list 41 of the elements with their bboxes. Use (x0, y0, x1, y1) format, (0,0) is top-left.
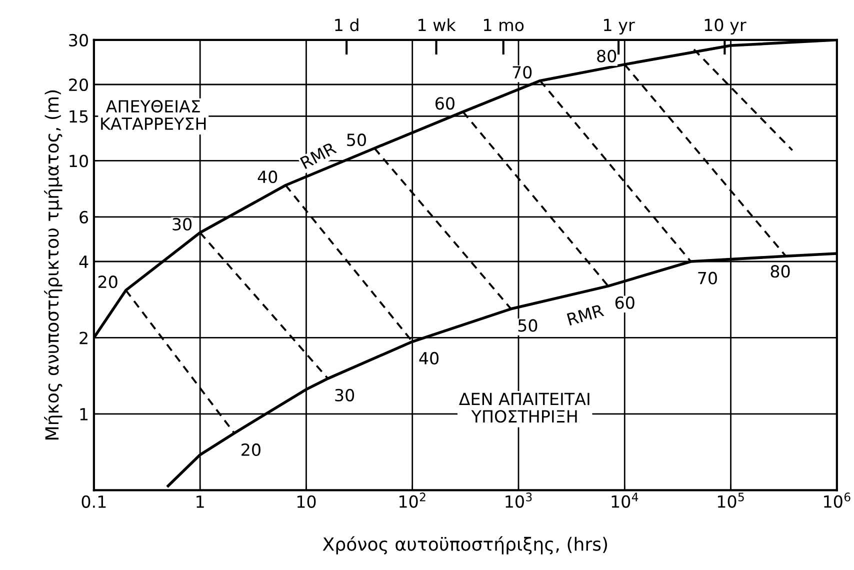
ref-line-label: 1 yr (604, 18, 635, 34)
y-tick-label: 10 (70, 154, 88, 168)
y-axis-title: Μήκος ανυποστήρικτου τμήματος, (m) (44, 90, 62, 440)
annotation: ΔΕΝ ΑΠΑΙΤΕΙΤΑΙ ΥΠΟΣΤΗΡΙΞΗ (458, 392, 590, 423)
x-tick-label: 10$^{3}$ (506, 492, 532, 508)
y-tick-label: 1 (80, 408, 88, 420)
annotation: RMR (300, 142, 337, 169)
x-axis-title: Χρόνος αυτοϋποστήριξης, (hrs) (322, 536, 608, 554)
annotation: ΑΠΕΥΘΕΙΑΣ ΚΑΤΑΡΡΕΥΣΗ (101, 100, 206, 130)
ref-line-label: 1 d (335, 18, 358, 32)
y-tick-label: 30 (69, 34, 88, 46)
annotation: 60 (615, 296, 634, 309)
y-tick-label: 6 (80, 210, 88, 224)
x-tick-label: 10$^{6}$ (824, 492, 850, 508)
annotation: 80 (597, 50, 616, 62)
annotation: 80 (770, 265, 790, 278)
annotation: 50 (347, 134, 366, 146)
ref-line-label: 10 yr (704, 18, 746, 34)
annotation: 40 (419, 352, 439, 365)
annotation: 70 (698, 272, 717, 284)
x-tick-label: 10$^{5}$ (718, 492, 744, 508)
x-tick-label: 10 (297, 495, 316, 508)
annotation: 70 (512, 66, 532, 79)
annotation: 30 (335, 388, 354, 402)
x-tick-label: 10$^{2}$ (400, 492, 426, 508)
annotation: 60 (436, 97, 454, 110)
annotation: 30 (172, 218, 192, 231)
annotation: 40 (258, 170, 278, 184)
x-tick-label: 0.1 (82, 495, 106, 508)
ref-line-label: 1 wk (418, 18, 456, 32)
x-tick-label: 10$^{4}$ (612, 492, 638, 508)
y-tick-label: 15 (70, 110, 88, 123)
annotation: 20 (98, 276, 118, 288)
annotation: 20 (242, 443, 260, 456)
y-tick-label: 20 (69, 78, 88, 92)
annotation: RMR (566, 304, 604, 326)
ref-line-label: 1 mo (484, 18, 524, 32)
y-tick-label: 4 (79, 256, 88, 268)
y-tick-label: 2 (80, 332, 88, 344)
annotation: 50 (518, 319, 538, 332)
x-tick-label: 1 (196, 496, 204, 508)
